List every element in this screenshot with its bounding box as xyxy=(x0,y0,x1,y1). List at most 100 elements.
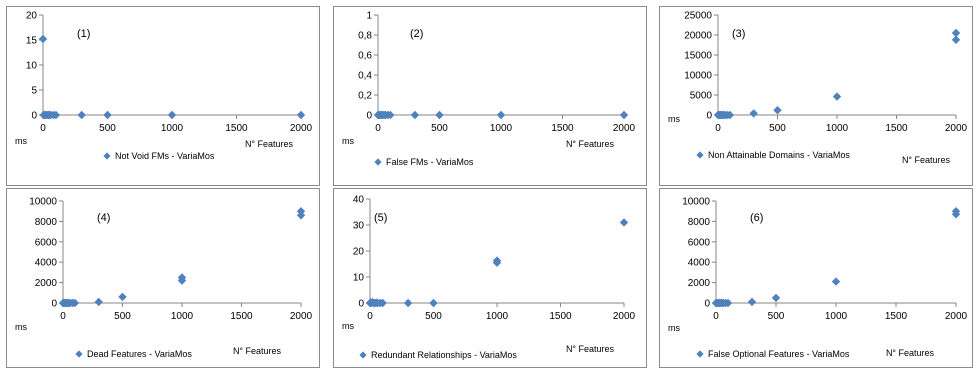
y-tick-label: 10000 xyxy=(29,197,57,208)
y-axis-unit: ms xyxy=(15,136,27,146)
y-tick-label: 2000 xyxy=(688,278,711,289)
panel-label: (5) xyxy=(374,212,387,224)
data-point xyxy=(496,110,506,120)
y-tick-label: 0 xyxy=(704,299,710,310)
x-tick-label: 1500 xyxy=(885,123,908,134)
x-tick-label: 0 xyxy=(60,311,66,322)
x-tick-label: 0 xyxy=(375,123,381,134)
chart-panel-2: 0 0,2 0,4 0,6 0,8 1 0 500 1000 1500 2000 (2) ms N° Fe… xyxy=(333,6,647,186)
y-tick-label: 0 xyxy=(358,299,364,310)
chart-svg-2: 0 0,2 0,4 0,6 0,8 1 0 500 1000 1500 2000 (2) ms N° Fe… xyxy=(342,11,636,168)
x-tick-label: 1500 xyxy=(230,311,253,322)
y-tick-label: 8000 xyxy=(35,217,58,228)
legend-marker xyxy=(75,350,83,358)
data-point xyxy=(429,298,438,308)
data-point xyxy=(38,34,48,44)
panel-label: (6) xyxy=(750,212,763,224)
y-axis-unit: ms xyxy=(668,323,680,333)
chart-svg-4: 0 2000 4000 6000 8000 10000 0 500 1000 1500 2000 (4… xyxy=(15,197,313,360)
data-point xyxy=(619,218,629,227)
data-point xyxy=(296,207,306,216)
y-axis-unit: ms xyxy=(342,136,354,146)
x-tick-label: 500 xyxy=(768,311,785,322)
y-tick-label: 1 xyxy=(366,11,372,22)
x-tick-label: 1500 xyxy=(225,123,248,134)
y-axis-unit: ms xyxy=(668,114,680,124)
y-tick-label: 10000 xyxy=(684,71,712,82)
chart-svg-1: 0 5 10 15 20 0 500 1000 1500 2000 (1) ms N° Features… xyxy=(15,11,313,162)
y-tick-label: 4000 xyxy=(35,258,58,269)
x-tick-label: 2000 xyxy=(945,123,968,134)
data-point xyxy=(951,28,961,38)
panel-label: (3) xyxy=(732,28,745,40)
x-axis-label: N° Features xyxy=(233,346,282,356)
data-point xyxy=(118,292,127,302)
chart-svg-5: 0 10 20 30 40 0 500 1000 1500 2000 (5) ms N° Feature… xyxy=(342,195,636,361)
chart-panel-1: 0 5 10 15 20 0 500 1000 1500 2000 (1) ms N° Features… xyxy=(6,6,320,186)
x-tick-label: 2000 xyxy=(613,311,636,322)
data-point xyxy=(749,109,758,118)
y-axis-unit: ms xyxy=(15,322,27,332)
data-point xyxy=(51,110,61,120)
x-axis-label: N° Features xyxy=(886,348,935,358)
data-point xyxy=(410,110,420,120)
x-tick-label: 1500 xyxy=(549,311,572,322)
x-tick-label: 1000 xyxy=(486,311,509,322)
legend-marker xyxy=(696,350,704,358)
x-tick-label: 2000 xyxy=(290,311,313,322)
x-tick-label: 500 xyxy=(431,123,448,134)
legend-marker xyxy=(374,158,382,166)
data-point xyxy=(296,110,306,120)
x-tick-label: 0 xyxy=(367,311,373,322)
y-tick-label: 8000 xyxy=(688,217,711,228)
data-point xyxy=(403,298,413,308)
data-point xyxy=(167,110,177,120)
panel-label: (2) xyxy=(410,28,423,40)
data-point xyxy=(492,256,502,265)
legend-marker xyxy=(696,151,704,159)
x-tick-label: 1000 xyxy=(171,311,194,322)
y-tick-label: 6000 xyxy=(688,237,711,248)
y-tick-label: 40 xyxy=(353,195,365,206)
x-tick-label: 1000 xyxy=(490,123,513,134)
x-tick-label: 2000 xyxy=(290,123,313,134)
y-tick-label: 15000 xyxy=(684,51,712,62)
x-tick-label: 1000 xyxy=(826,123,849,134)
chart-panel-3: 0 5000 10000 15000 20000 25000 0 500 1000 1500 200… xyxy=(659,6,973,186)
x-tick-label: 0 xyxy=(715,123,721,134)
chart-svg-6: 0 2000 4000 6000 8000 10000 0 500 1000 1500 2000 (6… xyxy=(668,197,968,360)
x-tick-label: 0 xyxy=(713,311,719,322)
data-point xyxy=(773,106,782,115)
y-tick-label: 0,6 xyxy=(358,51,372,62)
x-tick-label: 2000 xyxy=(945,311,968,322)
y-tick-label: 15 xyxy=(26,36,38,47)
legend-marker xyxy=(103,152,111,160)
y-tick-label: 5000 xyxy=(690,91,713,102)
chart-panel-6: 0 2000 4000 6000 8000 10000 0 500 1000 1500 2000 (6… xyxy=(659,188,973,368)
data-point xyxy=(386,110,395,120)
data-point xyxy=(832,92,842,101)
x-tick-label: 1000 xyxy=(161,123,184,134)
x-tick-label: 0 xyxy=(40,123,46,134)
x-tick-label: 500 xyxy=(425,311,442,322)
y-tick-label: 0 xyxy=(366,111,372,122)
x-tick-label: 500 xyxy=(769,123,786,134)
x-tick-label: 1000 xyxy=(825,311,848,322)
x-axis-label: N° Features xyxy=(566,344,615,354)
y-tick-label: 2000 xyxy=(35,278,58,289)
y-tick-label: 0,8 xyxy=(358,31,372,42)
data-point xyxy=(831,277,841,286)
data-point xyxy=(70,298,80,308)
data-point xyxy=(103,110,112,120)
x-tick-label: 500 xyxy=(114,311,131,322)
legend-label: Non Attainable Domains - VariaMos xyxy=(708,150,850,160)
legend-label: Not Void FMs - VariaMos xyxy=(115,151,215,161)
y-tick-label: 20 xyxy=(353,247,365,258)
y-tick-label: 10000 xyxy=(682,197,710,208)
y-tick-label: 0,4 xyxy=(358,71,372,82)
legend-marker xyxy=(359,351,367,359)
data-point xyxy=(177,273,187,282)
y-tick-label: 6000 xyxy=(35,237,58,248)
y-tick-label: 30 xyxy=(353,221,365,232)
data-point xyxy=(378,298,387,308)
